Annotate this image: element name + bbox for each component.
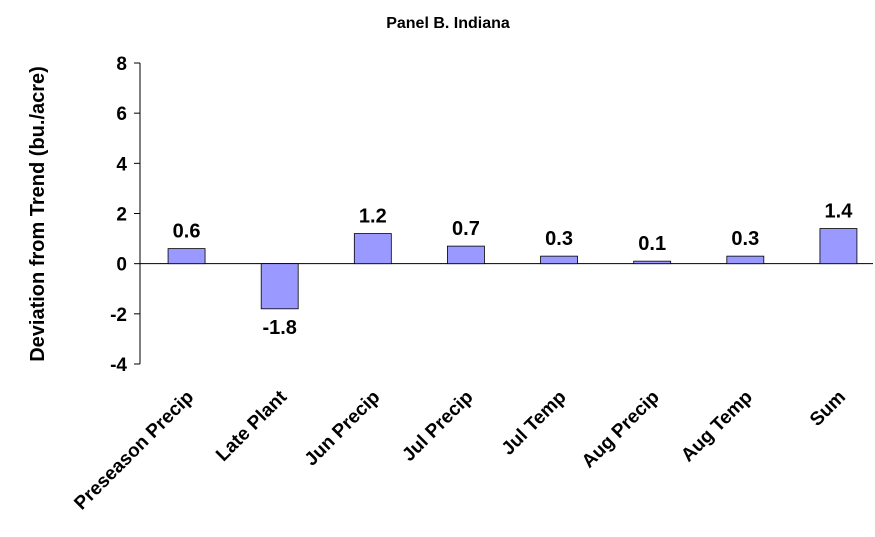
category-label: Jul Temp <box>498 387 571 460</box>
data-label: 1.2 <box>359 206 387 228</box>
y-tick-label: -2 <box>110 305 127 326</box>
data-label: 0.3 <box>731 228 759 250</box>
y-tick-label: 4 <box>116 154 127 175</box>
bar <box>447 245 485 265</box>
category-label: Preseason Precip <box>70 387 198 515</box>
bar <box>819 228 858 265</box>
bar <box>633 260 672 265</box>
data-label: 1.4 <box>825 201 854 223</box>
category-label: Aug Temp <box>677 387 757 467</box>
y-tick-label: 2 <box>116 205 127 226</box>
category-label: Jul Precip <box>398 387 477 466</box>
bar <box>726 255 765 265</box>
data-label: 0.1 <box>638 233 666 255</box>
y-tick-label: -4 <box>110 355 127 376</box>
y-tick-label: 6 <box>116 104 127 125</box>
data-label: 0.7 <box>452 218 480 240</box>
category-label: Sum <box>806 387 850 431</box>
data-label: -1.8 <box>262 317 296 339</box>
bar <box>260 263 299 310</box>
y-tick-label: 0 <box>116 255 127 276</box>
category-label: Late Plant <box>212 386 292 466</box>
data-label: 0.3 <box>545 228 573 250</box>
bar <box>353 233 392 265</box>
bar <box>167 248 206 265</box>
plot-area: -4 -2 0 2 4 6 8 0.6 Preseason Precip -1.8 Late Pla… <box>70 54 873 514</box>
y-tick-label: 8 <box>116 54 127 75</box>
y-axis-label: Deviation from Trend (bu./acre) <box>27 66 49 362</box>
category-label: Aug Precip <box>578 387 664 473</box>
category-label: Jun Precip <box>301 387 385 471</box>
data-label: 0.6 <box>173 221 201 243</box>
chart-title: Panel B. Indiana <box>386 15 510 32</box>
bar <box>540 255 578 265</box>
